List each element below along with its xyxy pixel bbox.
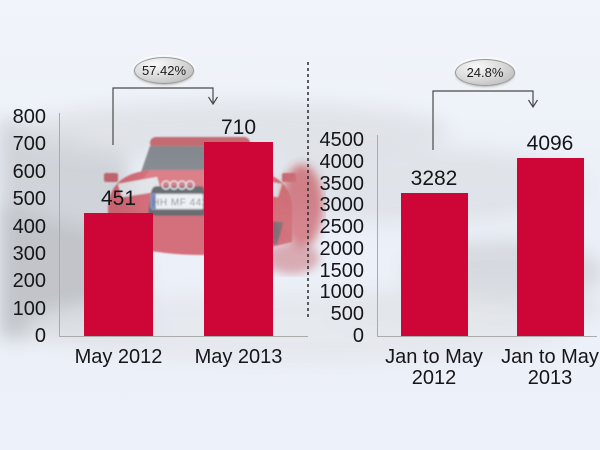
y-axis-tick-label: 100 (12, 297, 46, 320)
y-axis-tick-label: 800 (12, 106, 46, 128)
percent-change-bubble: 24.8% (455, 58, 515, 86)
bar-may-2012 (84, 212, 153, 336)
x-axis-category-label: May 2013 (194, 346, 283, 368)
y-axis-tick-label: 700 (12, 133, 46, 156)
x-axis-line (59, 336, 308, 338)
y-axis-tick-label: 0 (352, 325, 364, 347)
y-axis-tick-label: 400 (12, 215, 46, 238)
x-axis-category-label: Jan to May 2013 (501, 346, 599, 389)
y-axis-tick-label: 500 (12, 188, 46, 211)
y-axis-tick-label: 4000 (319, 150, 365, 173)
y-axis-tick-label: 200 (12, 270, 46, 293)
y-axis-tick-label: 2500 (319, 216, 365, 239)
x-axis-category-label: Jan to May 2012 (385, 346, 483, 389)
bar-value-label: 451 (100, 186, 137, 210)
y-axis-tick-label: 4500 (319, 129, 365, 151)
y-axis-line (377, 135, 379, 336)
y-axis-line (59, 113, 61, 336)
y-axis-tick-label: 300 (12, 242, 46, 265)
bar-value-label: 710 (220, 115, 257, 139)
bar-value-label: 3282 (410, 167, 458, 191)
percent-change-bubble: 57.42% (134, 56, 194, 84)
y-axis-tick-label: 2000 (319, 237, 365, 260)
bar-may-2013 (204, 141, 273, 336)
y-axis-tick-label: 500 (330, 303, 364, 326)
bar-value-label: 4096 (526, 131, 574, 155)
y-axis-tick-label: 0 (34, 325, 46, 347)
y-axis-tick-label: 3000 (319, 194, 365, 217)
x-axis-line (377, 336, 597, 338)
x-axis-category-label: May 2012 (74, 346, 163, 368)
bar-jan-to-may-2013 (516, 157, 584, 336)
y-axis-tick-label: 600 (12, 160, 46, 183)
y-axis-tick-label: 3500 (319, 172, 365, 195)
y-axis-tick-label: 1500 (319, 259, 365, 282)
y-axis-tick-label: 1000 (319, 281, 365, 304)
bar-jan-to-may-2012 (400, 193, 468, 336)
